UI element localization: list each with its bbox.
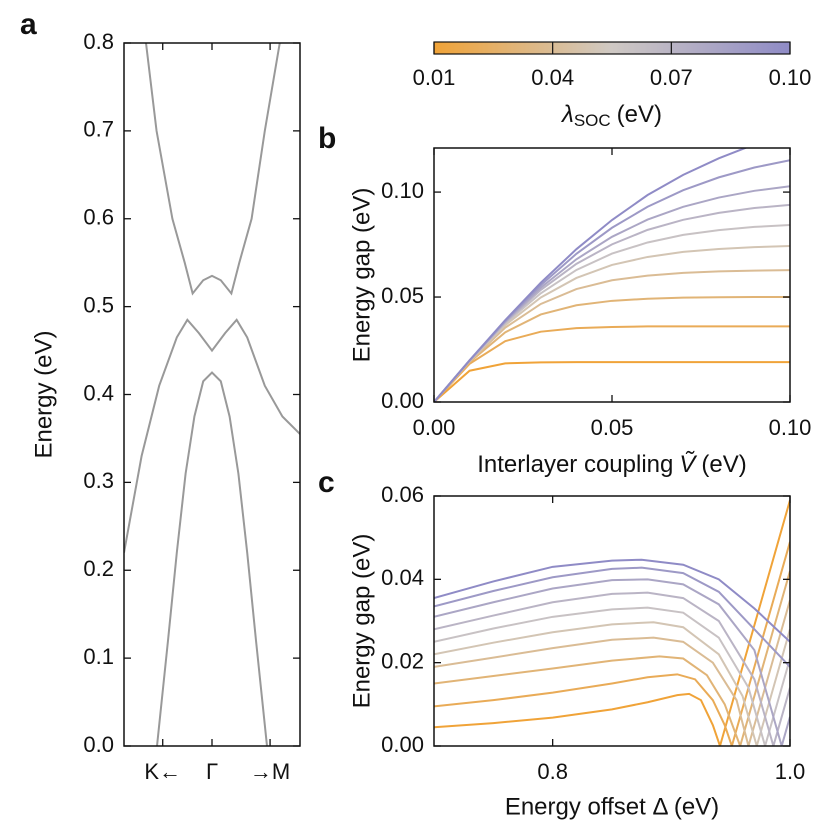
panel-label: b xyxy=(318,122,336,155)
colorbar-label-part: λ xyxy=(560,101,574,128)
colorbar-tick-label: 0.07 xyxy=(650,65,693,90)
x-axis-label-part: Ṽ xyxy=(679,451,697,478)
colorbar-label-part: SOC xyxy=(574,111,611,130)
x-tick-label: 0.10 xyxy=(769,415,812,440)
y-tick-label: 0.00 xyxy=(381,732,424,757)
series-line xyxy=(434,570,790,746)
series-line xyxy=(434,566,790,668)
series-line xyxy=(434,558,790,643)
panel-label: c xyxy=(318,466,335,499)
colorbar-tick-label: 0.04 xyxy=(531,65,574,90)
x-tick-label: K← xyxy=(144,759,181,784)
y-tick-label: 0.00 xyxy=(381,388,424,413)
series-line xyxy=(434,203,790,402)
axes-frame xyxy=(433,495,791,747)
colorbar-label-part: (eV) xyxy=(617,101,662,128)
x-tick-label: Γ xyxy=(206,759,218,784)
series-line xyxy=(434,269,790,402)
series-line xyxy=(124,318,300,553)
series-line xyxy=(434,499,790,746)
series-line xyxy=(434,325,790,402)
x-axis-label: Energy offset Δ (eV) xyxy=(505,793,719,820)
series-line xyxy=(434,606,790,746)
series-line xyxy=(434,245,790,402)
y-tick-label: 0.8 xyxy=(83,29,114,54)
y-tick-label: 0.3 xyxy=(83,468,114,493)
axes-frame xyxy=(433,147,791,403)
y-tick-label: 0.5 xyxy=(83,292,114,317)
y-tick-label: 0.0 xyxy=(83,732,114,757)
panel-label: a xyxy=(20,8,37,41)
plot-area xyxy=(434,499,790,746)
colorbar-label: λSOC (eV) xyxy=(560,101,662,130)
x-tick-label: →M xyxy=(250,759,290,784)
y-tick-label: 0.06 xyxy=(381,482,424,507)
series-line xyxy=(434,361,790,402)
x-tick-label: 0.00 xyxy=(413,415,456,440)
y-axis-label: Energy (eV) xyxy=(30,330,57,458)
y-tick-label: 0.6 xyxy=(83,205,114,230)
plot-area xyxy=(434,148,790,402)
colorbar xyxy=(433,41,791,55)
series-line xyxy=(145,43,281,296)
x-axis-label-part: (eV) xyxy=(701,451,746,478)
series-line xyxy=(434,185,790,402)
y-axis-label: Energy gap (eV) xyxy=(348,188,375,363)
x-axis-label: Interlayer coupling Ṽ (eV) xyxy=(477,451,746,478)
series-line xyxy=(156,371,268,746)
y-tick-label: 0.1 xyxy=(83,644,114,669)
colorbar-tick-label: 0.10 xyxy=(769,65,812,90)
series-line xyxy=(434,591,790,746)
x-tick-label: 0.8 xyxy=(537,759,568,784)
y-axis-label: Energy gap (eV) xyxy=(348,534,375,709)
series-line xyxy=(434,599,790,746)
y-tick-label: 0.7 xyxy=(83,117,114,142)
series-line xyxy=(434,621,790,746)
y-tick-label: 0.10 xyxy=(381,178,424,203)
plot-area xyxy=(124,43,300,746)
x-tick-label: 0.05 xyxy=(591,415,634,440)
series-line xyxy=(434,296,790,402)
x-tick-label: 1.0 xyxy=(775,759,806,784)
y-tick-label: 0.2 xyxy=(83,556,114,581)
axes-frame xyxy=(123,42,301,747)
colorbar-tick-label: 0.01 xyxy=(413,65,456,90)
y-tick-label: 0.04 xyxy=(381,565,424,590)
y-tick-label: 0.05 xyxy=(381,283,424,308)
series-line xyxy=(434,224,790,402)
y-tick-label: 0.4 xyxy=(83,380,114,405)
y-tick-label: 0.02 xyxy=(381,648,424,673)
series-line xyxy=(434,541,790,746)
series-line xyxy=(434,578,790,746)
series-line xyxy=(434,148,748,402)
x-axis-label-part: Interlayer coupling xyxy=(477,451,673,478)
